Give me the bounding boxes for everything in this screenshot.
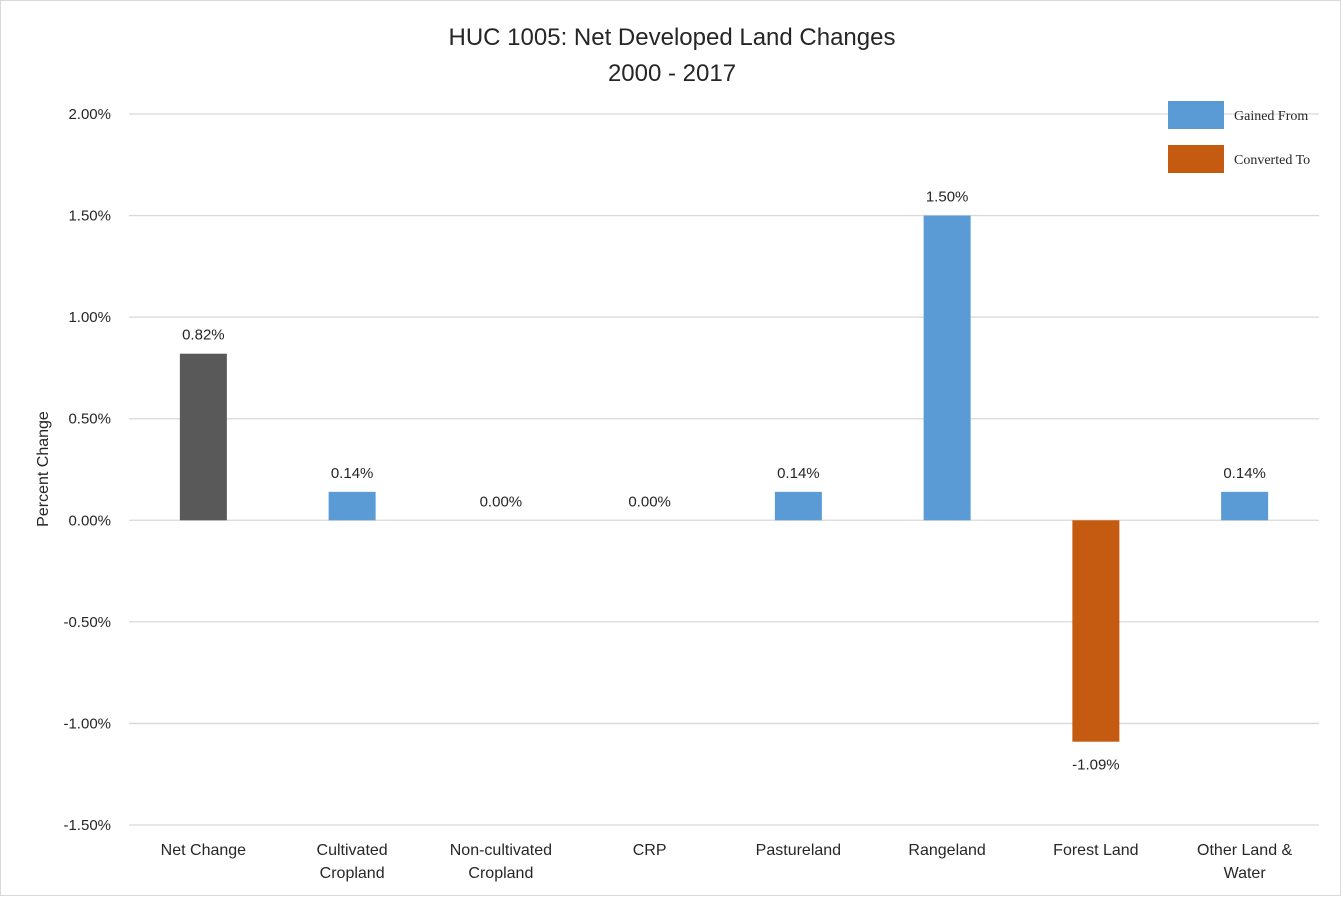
data-label: 0.14% bbox=[777, 465, 820, 482]
bar bbox=[1221, 491, 1269, 521]
legend-swatch bbox=[1168, 145, 1224, 173]
data-labels: 0.82% 0.14% 0.00% 0.00% 0.14% 1.50% -1.09% 0.14… bbox=[182, 189, 1266, 774]
legend-label: Converted To bbox=[1234, 153, 1310, 168]
y-tick-label: -1.50% bbox=[63, 817, 111, 834]
y-tick-label: 0.00% bbox=[68, 512, 111, 529]
data-label: 1.50% bbox=[926, 189, 969, 206]
data-label: 0.14% bbox=[1223, 465, 1266, 482]
category-label: Forest Land bbox=[1053, 842, 1138, 859]
category-labels: Net Change Cultivated Cropland Non-cultivat… bbox=[161, 842, 1293, 882]
category-label: Non-cultivated Cropland bbox=[450, 842, 552, 882]
legend-label: Gained From bbox=[1234, 109, 1308, 124]
category-label: Rangeland bbox=[908, 842, 985, 859]
gridlines bbox=[129, 113, 1319, 826]
data-label: 0.00% bbox=[628, 493, 671, 510]
bar bbox=[774, 491, 822, 521]
bars bbox=[179, 215, 1269, 742]
category-label: Net Change bbox=[161, 842, 246, 859]
bar bbox=[1072, 520, 1120, 742]
bar bbox=[328, 491, 376, 521]
chart-title-line-2: 2000 - 2017 bbox=[608, 60, 736, 87]
category-label: Other Land & Water bbox=[1197, 842, 1293, 882]
legend-swatch bbox=[1168, 101, 1224, 129]
bar bbox=[179, 353, 227, 521]
chart-title: HUC 1005: Net Developed Land Changes 200… bbox=[449, 24, 896, 87]
y-tick-label: -0.50% bbox=[63, 614, 111, 631]
y-tick-label: 0.50% bbox=[68, 411, 111, 428]
category-label: CRP bbox=[633, 842, 667, 859]
data-label: 0.00% bbox=[480, 493, 523, 510]
bar bbox=[923, 215, 971, 521]
y-axis-label: Percent Change bbox=[35, 411, 52, 527]
y-tick-label: 1.00% bbox=[68, 309, 111, 326]
chart-title-line-1: HUC 1005: Net Developed Land Changes bbox=[449, 24, 896, 51]
y-tick-labels: -1.50% -1.00% -0.50% 0.00% 0.50% 1.00% 1.50% 2.… bbox=[63, 106, 111, 834]
y-tick-label: -1.00% bbox=[63, 715, 111, 732]
y-tick-label: 2.00% bbox=[68, 106, 111, 123]
data-label: 0.82% bbox=[182, 327, 225, 344]
category-label: Pastureland bbox=[756, 842, 841, 859]
legend: Gained From Converted To bbox=[1168, 101, 1310, 173]
data-label: 0.14% bbox=[331, 465, 374, 482]
data-label: -1.09% bbox=[1072, 757, 1120, 774]
category-label: Cultivated Cropland bbox=[317, 842, 388, 882]
y-tick-label: 1.50% bbox=[68, 208, 111, 225]
